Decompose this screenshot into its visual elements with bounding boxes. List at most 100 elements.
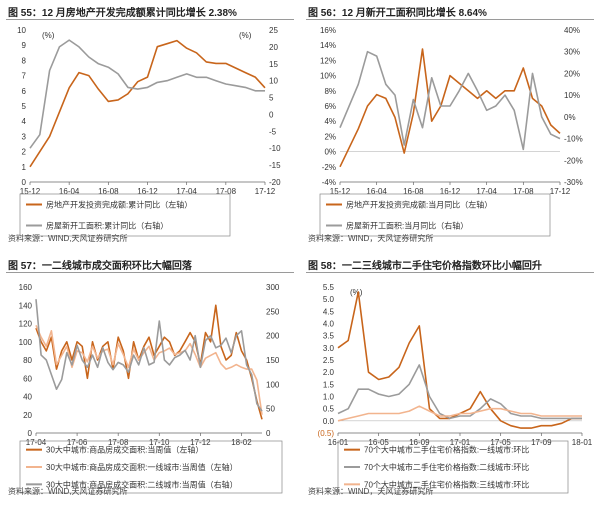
x-tick-label: 16-05 — [368, 438, 389, 447]
y-tick-label-left: -2% — [322, 163, 336, 172]
x-tick-label: 17-04 — [476, 187, 497, 196]
legend-label: 70个大中城市二手住宅价格指数:二线城市:环比 — [364, 462, 529, 472]
y-tick-label-left: 6% — [324, 102, 336, 111]
figure-58-title: 图 58：一二三线城市二手住宅价格指数环比小幅回升 — [308, 261, 542, 272]
y-tick-label-right: 100 — [266, 380, 280, 389]
y-tick-label-right: 50 — [266, 405, 275, 414]
series-line-3 — [337, 405, 582, 422]
title-rule — [6, 19, 294, 20]
y-tick-label-left: 40 — [23, 393, 32, 402]
y-tick-label-left: 1 — [22, 163, 27, 172]
x-tick-label: 16-09 — [409, 438, 430, 447]
legend-label: 房屋新开工面积:累计同比（右轴） — [46, 221, 168, 231]
y-tick-label-left: 140 — [19, 301, 33, 310]
figure-58-source: 资料来源：WIND，天风证券研究所 — [308, 487, 434, 496]
series-line-2 — [35, 324, 263, 415]
y-tick-label-left: 14% — [320, 41, 336, 50]
y-tick-label-left: 4% — [324, 117, 336, 126]
y-tick-label-right: 0 — [266, 429, 271, 438]
y-tick-label-left: 4.5 — [323, 307, 335, 316]
x-tick-label: 17-05 — [490, 438, 511, 447]
right-axis-unit: (%) — [239, 31, 252, 40]
y-tick-label-right: -15 — [269, 161, 281, 170]
y-tick-label-right: 10 — [269, 77, 278, 86]
y-tick-label-left: 12% — [320, 56, 336, 65]
y-tick-label-left: 160 — [19, 283, 33, 292]
y-tick-label-right: 20 — [269, 43, 278, 52]
y-tick-label-right: 30% — [564, 48, 580, 57]
figure-57: 图 57：一二线城市成交面积环比大幅回落 0 20 40 60 80 100 120 140 1… — [0, 253, 300, 505]
y-tick-label-left: 5.0 — [323, 295, 335, 304]
x-tick-label: 16-08 — [403, 187, 424, 196]
y-tick-label-left: 8% — [324, 87, 336, 96]
y-tick-label-right: 5 — [269, 94, 274, 103]
x-tick-label: 16-08 — [98, 187, 119, 196]
legend-box — [19, 193, 231, 237]
y-tick-label-left: 0.5 — [323, 405, 335, 414]
legend-box — [337, 440, 569, 494]
y-tick-label-left: -4% — [322, 178, 336, 187]
series-line-2 — [337, 364, 582, 420]
y-tick-label-left: 7 — [22, 72, 27, 81]
figure-56-source: 资料来源：WIND，天风证券研究所 — [308, 234, 434, 243]
y-tick-label-left: 20 — [23, 411, 32, 420]
x-tick-label: 17-10 — [149, 438, 170, 447]
y-tick-label-left: 0% — [324, 148, 336, 157]
y-tick-label-left: 1.0 — [323, 393, 335, 402]
y-tick-label-left: 16% — [320, 26, 336, 35]
x-tick-label: 17-08 — [513, 187, 534, 196]
x-tick-label: 17-04 — [176, 187, 197, 196]
y-tick-label-right: -10 — [269, 144, 281, 153]
legend-label: 70个大中城市二手住宅价格指数:一线城市:环比 — [364, 445, 529, 455]
chart-56: -4% -2% 0% 2% 4% 6% 8% 10% 12% 14% 16% -30% -20% -10%… — [319, 26, 583, 237]
x-tick-label: 17-12 — [255, 187, 276, 196]
y-tick-label-left: 80 — [23, 356, 32, 365]
figure-57-source: 资料来源：WIND,天风证券研究所 — [8, 487, 128, 496]
series-line-2 — [339, 50, 561, 151]
legend-box — [319, 193, 551, 237]
series-line-1 — [339, 48, 561, 168]
y-tick-label-left: 2 — [22, 148, 27, 157]
y-tick-label-left: (0.5) — [318, 429, 335, 438]
x-tick-label: 17-12 — [190, 438, 211, 447]
y-tick-label-right: -20% — [564, 156, 583, 165]
legend-label: 房地产开发投资完成额:累计同比（左轴） — [46, 200, 192, 210]
y-tick-label-left: 0 — [22, 178, 27, 187]
y-tick-label-right: -30% — [564, 178, 583, 187]
series-line-1 — [35, 304, 263, 420]
y-tick-label-left: 4.0 — [323, 320, 335, 329]
y-tick-label-left: 60 — [23, 374, 32, 383]
y-tick-label-right: 150 — [266, 356, 280, 365]
y-tick-label-right: 300 — [266, 283, 280, 292]
x-tick-label: 16-12 — [137, 187, 158, 196]
y-tick-label-right: 40% — [564, 26, 580, 35]
y-tick-label-right: 0 — [269, 110, 274, 119]
x-tick-label: 17-01 — [450, 438, 471, 447]
y-tick-label-left: 3.5 — [323, 332, 335, 341]
y-tick-label-left: 6 — [22, 87, 27, 96]
left-axis-unit: (%) — [42, 31, 55, 40]
legend-label: 30大中城市:商品房成交面积:二线城市:当周值（右轴） — [46, 479, 238, 489]
y-tick-label-right: 25 — [269, 26, 278, 35]
y-tick-label-right: 20% — [564, 69, 580, 78]
y-tick-label-left: 3.0 — [323, 344, 335, 353]
y-tick-label-left: 120 — [19, 320, 33, 329]
y-tick-label-left: 5 — [22, 102, 27, 111]
series-line-1 — [337, 291, 582, 429]
x-tick-label: 17-04 — [26, 438, 47, 447]
y-tick-label-right: -5 — [269, 127, 277, 136]
y-tick-label-left: 9 — [22, 41, 27, 50]
x-tick-label: 15-12 — [20, 187, 41, 196]
x-tick-label: 16-04 — [59, 187, 80, 196]
y-tick-label-right: 0% — [564, 113, 576, 122]
legend-label: 30大中城市:商品房成交面积:当周值（左轴） — [46, 445, 203, 455]
y-tick-label-right: 250 — [266, 307, 280, 316]
x-tick-label: 16-12 — [440, 187, 461, 196]
x-tick-label: 18-01 — [572, 438, 593, 447]
title-rule — [6, 272, 294, 273]
x-tick-label: 17-08 — [108, 438, 129, 447]
x-tick-label: 15-12 — [330, 187, 351, 196]
y-tick-label-left: 2% — [324, 132, 336, 141]
x-tick-label: 17-12 — [550, 187, 571, 196]
series-line-2 — [29, 39, 265, 149]
